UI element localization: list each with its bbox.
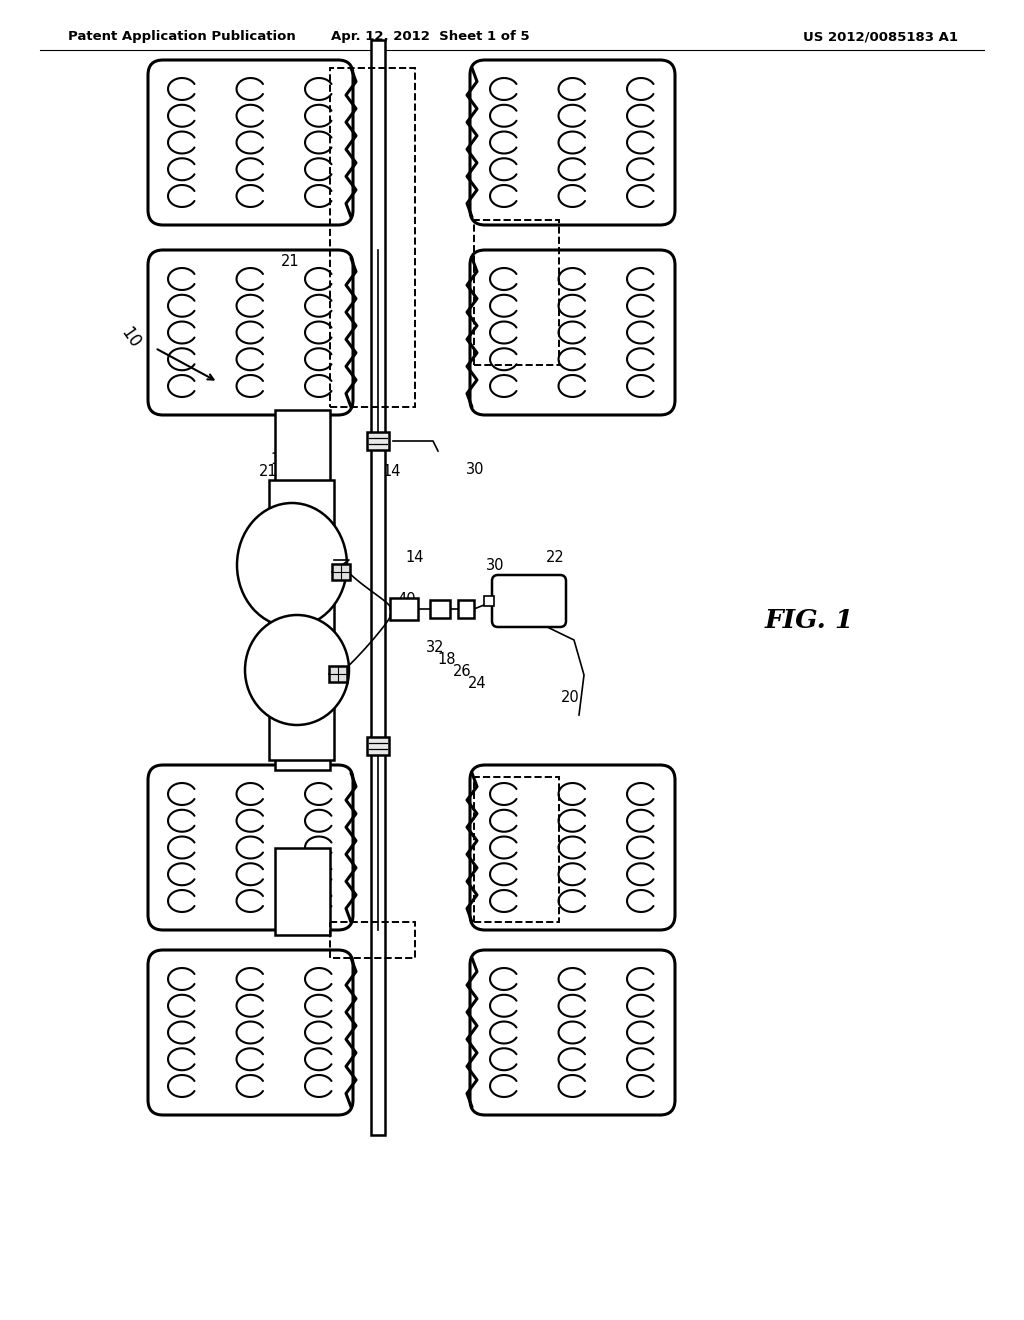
FancyBboxPatch shape: [148, 249, 353, 414]
Text: 40: 40: [397, 593, 417, 607]
Text: 22: 22: [546, 550, 564, 565]
FancyBboxPatch shape: [470, 59, 675, 224]
Text: FIG. 1: FIG. 1: [765, 607, 854, 632]
Text: 21: 21: [259, 465, 278, 479]
Bar: [367, 737, 389, 755]
FancyBboxPatch shape: [470, 950, 675, 1115]
Text: 33: 33: [296, 561, 314, 576]
Bar: [275, 411, 330, 770]
Ellipse shape: [245, 615, 349, 725]
FancyBboxPatch shape: [492, 576, 566, 627]
Text: 20: 20: [560, 690, 580, 705]
Bar: [430, 601, 450, 618]
Text: 33: 33: [288, 688, 306, 702]
FancyBboxPatch shape: [148, 59, 353, 224]
Text: Apr. 12, 2012  Sheet 1 of 5: Apr. 12, 2012 Sheet 1 of 5: [331, 30, 529, 44]
Bar: [367, 432, 389, 450]
FancyBboxPatch shape: [470, 249, 675, 414]
Text: 21: 21: [281, 255, 299, 269]
Text: 32: 32: [426, 640, 444, 656]
Text: Patent Application Publication: Patent Application Publication: [68, 30, 296, 44]
Text: 16: 16: [312, 574, 331, 590]
Bar: [330, 921, 415, 958]
Ellipse shape: [237, 503, 347, 627]
Text: 30: 30: [466, 462, 484, 478]
Text: 18: 18: [437, 652, 457, 668]
Bar: [474, 777, 559, 921]
Bar: [458, 601, 474, 618]
Bar: [330, 69, 415, 407]
Text: 14: 14: [406, 550, 424, 565]
Bar: [484, 597, 494, 606]
Text: 24: 24: [468, 676, 486, 690]
Bar: [275, 847, 330, 935]
Bar: [474, 220, 559, 366]
FancyBboxPatch shape: [470, 766, 675, 931]
Bar: [329, 667, 347, 682]
Text: 14: 14: [383, 465, 401, 479]
Bar: [371, 40, 385, 1135]
Text: 16: 16: [306, 668, 325, 682]
Text: US 2012/0085183 A1: US 2012/0085183 A1: [803, 30, 958, 44]
Text: 26: 26: [453, 664, 471, 680]
Text: 30: 30: [485, 557, 504, 573]
Bar: [269, 480, 334, 760]
Text: 12: 12: [270, 453, 290, 467]
Text: 10: 10: [117, 325, 143, 352]
FancyBboxPatch shape: [148, 950, 353, 1115]
Text: 12: 12: [291, 565, 309, 579]
FancyBboxPatch shape: [148, 766, 353, 931]
Bar: [390, 598, 418, 620]
Bar: [332, 564, 350, 579]
